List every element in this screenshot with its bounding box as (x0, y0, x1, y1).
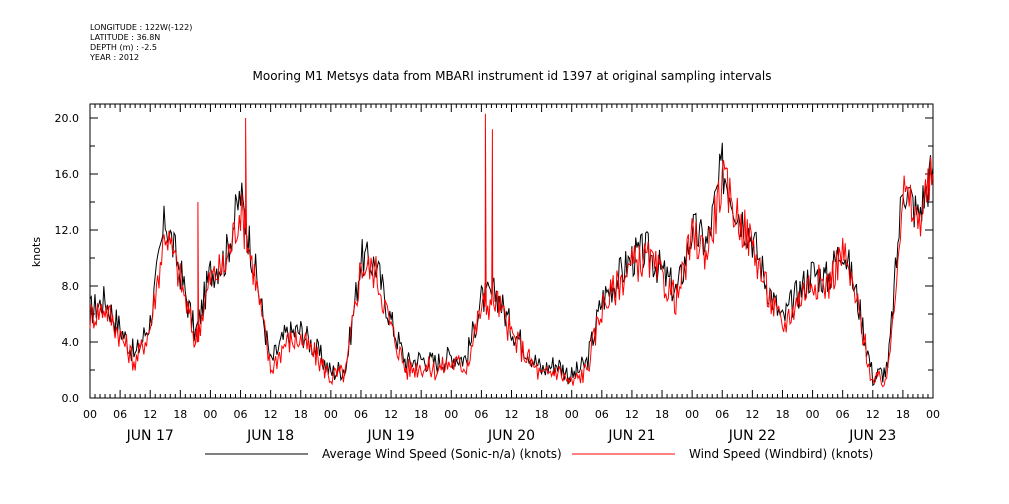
x-day-label: JUN 21 (607, 428, 655, 444)
x-tick-label: 12 (264, 408, 278, 421)
y-tick-label: 0.0 (62, 392, 80, 405)
plot-frame (89, 103, 934, 399)
x-tick-label: 00 (203, 408, 217, 421)
y-tick-label: 16.0 (55, 168, 80, 181)
x-tick-label: 12 (143, 408, 157, 421)
x-tick-label: 06 (715, 408, 729, 421)
series-lines (89, 113, 934, 388)
x-tick-label: 06 (474, 408, 488, 421)
x-day-label: JUN 18 (246, 428, 294, 444)
x-tick-label: 00 (324, 408, 338, 421)
x-tick-label: 18 (775, 408, 789, 421)
x-tick-label: 00 (83, 408, 97, 421)
chart-title: Mooring M1 Metsys data from MBARI instru… (253, 69, 772, 83)
x-day-label: JUN 23 (848, 428, 896, 444)
x-tick-label: 12 (745, 408, 759, 421)
meta-depth: DEPTH (m) : -2.5 (90, 43, 157, 52)
x-tick-label: 12 (384, 408, 398, 421)
x-day-label: JUN 17 (126, 428, 174, 444)
y-tick-label: 12.0 (55, 224, 80, 237)
x-tick-label: 18 (655, 408, 669, 421)
x-tick-label: 12 (866, 408, 880, 421)
x-tick-label: 00 (444, 408, 458, 421)
axes: 0.0 4.0 8.0 12.0 16.0 20.0 00 06 12 18 00 06 12 18 00 0… (55, 104, 940, 444)
x-tick-label: 06 (234, 408, 248, 421)
x-tick-label: 18 (173, 408, 187, 421)
x-day-label: JUN 20 (487, 428, 535, 444)
x-tick-label: 18 (535, 408, 549, 421)
x-tick-label: 00 (685, 408, 699, 421)
x-tick-label: 06 (354, 408, 368, 421)
y-axis-label: knots (30, 237, 43, 267)
legend-label-average: Average Wind Speed (Sonic-n/a) (knots) (322, 447, 562, 461)
x-tick-label: 18 (414, 408, 428, 421)
x-tick-label: 18 (294, 408, 308, 421)
meta-longitude: LONGITUDE : 122W(-122) (90, 23, 192, 32)
x-tick-label: 12 (505, 408, 519, 421)
meta-latitude: LATITUDE : 36.8N (90, 33, 160, 42)
x-tick-label: 06 (836, 408, 850, 421)
series-line-average-wind-speed (89, 142, 934, 387)
x-day-label: JUN 22 (728, 428, 776, 444)
x-tick-label: 06 (113, 408, 127, 421)
x-tick-label: 00 (806, 408, 820, 421)
x-day-label: JUN 19 (367, 428, 415, 444)
y-tick-label: 20.0 (55, 112, 80, 125)
x-tick-label: 12 (625, 408, 639, 421)
x-tick-label: 00 (926, 408, 940, 421)
series-line-windbird-wind-speed (89, 113, 934, 388)
meta-year: YEAR : 2012 (89, 53, 139, 62)
x-tick-label: 06 (595, 408, 609, 421)
legend-label-windbird: Wind Speed (Windbird) (knots) (689, 447, 873, 461)
x-tick-label: 18 (896, 408, 910, 421)
legend: Average Wind Speed (Sonic-n/a) (knots) W… (205, 447, 873, 461)
y-tick-label: 4.0 (62, 336, 80, 349)
x-tick-label: 00 (565, 408, 579, 421)
y-tick-label: 8.0 (62, 280, 80, 293)
